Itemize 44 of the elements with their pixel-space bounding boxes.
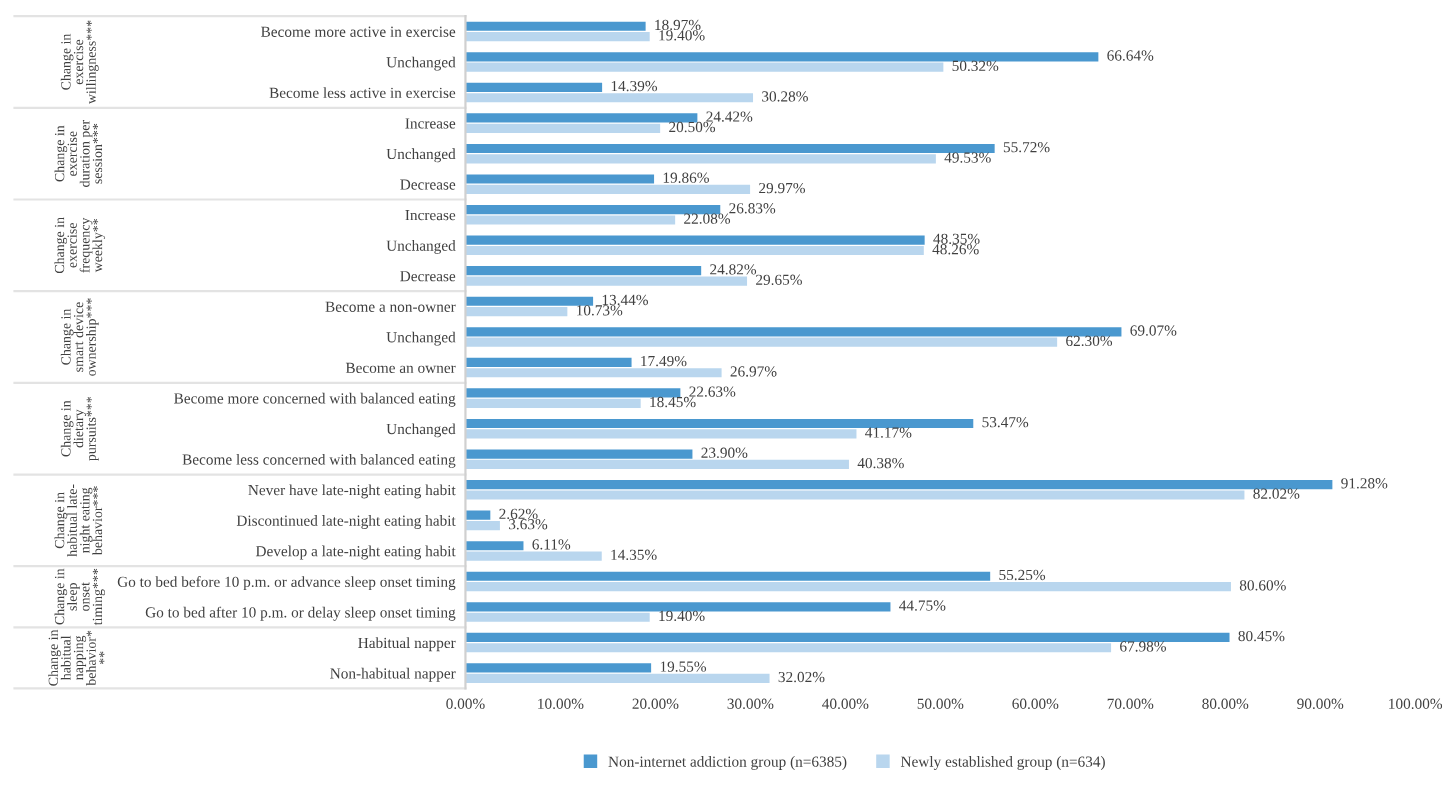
bar: [465, 490, 1245, 500]
bar: [465, 113, 698, 123]
bar: [465, 266, 702, 276]
bar: [465, 541, 524, 551]
bar: [465, 245, 924, 256]
bar: [465, 62, 944, 72]
bar: [465, 571, 991, 581]
bar: [465, 296, 594, 306]
bar: [465, 143, 995, 154]
bar: [465, 602, 891, 612]
bar: [465, 215, 676, 225]
bar: [465, 154, 936, 164]
bar: [465, 184, 751, 194]
bar: [465, 388, 681, 398]
bar: [465, 307, 568, 317]
bar: [465, 93, 754, 103]
bar: [465, 673, 770, 683]
bar: [465, 327, 1122, 337]
bar: [465, 398, 641, 408]
bar: [465, 21, 646, 31]
bar: [465, 52, 1099, 62]
bar: [465, 582, 1231, 592]
bar: [465, 368, 722, 378]
bar: [465, 429, 857, 439]
bar: [465, 480, 1333, 490]
bar: [465, 357, 632, 367]
bar: [465, 663, 652, 673]
bar: [465, 276, 748, 286]
bar: [465, 632, 1230, 642]
bar: [465, 643, 1112, 653]
bar: [465, 459, 849, 470]
bar: [465, 520, 500, 531]
bar: [465, 174, 655, 184]
bar: [465, 418, 974, 429]
bar: [465, 205, 721, 215]
bar: [465, 337, 1058, 347]
bar: [465, 82, 603, 92]
bar: [465, 612, 650, 622]
bar: [465, 123, 661, 133]
bar: [465, 510, 491, 520]
bar: [465, 551, 602, 561]
bar: [465, 32, 650, 42]
bar: [465, 235, 925, 245]
bar: [465, 449, 693, 459]
